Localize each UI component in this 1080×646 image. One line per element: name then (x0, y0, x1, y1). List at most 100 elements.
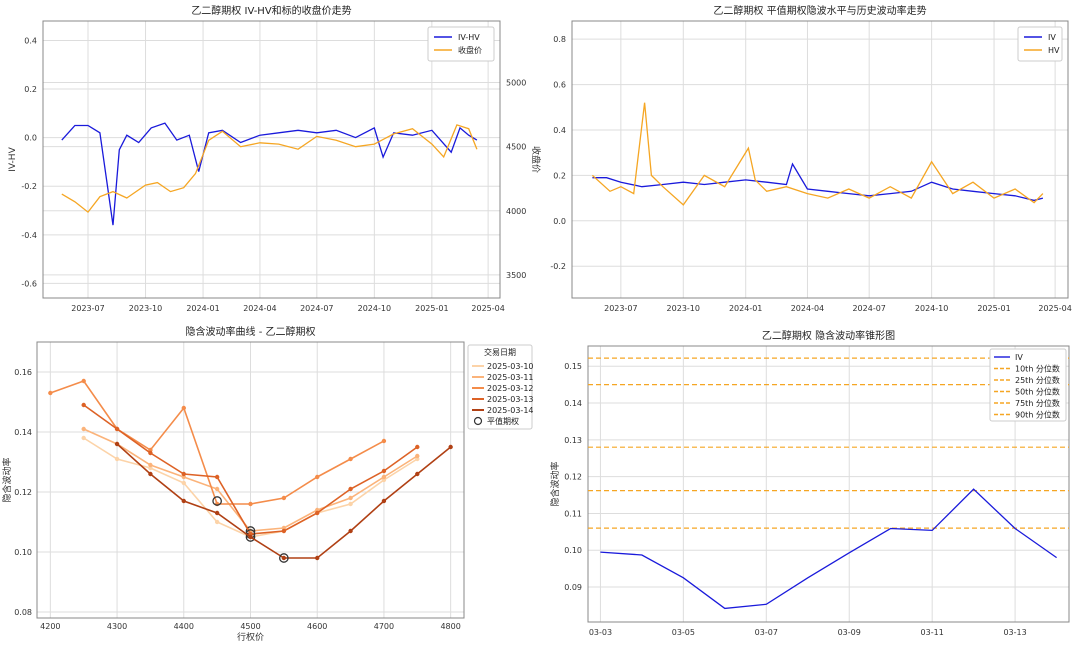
plot-frame (571, 20, 1069, 299)
smile-point (381, 438, 387, 444)
legend-label: 2025-03-12 (487, 384, 534, 393)
y-tick-label: 0.4 (24, 36, 37, 45)
legend-box (1017, 26, 1063, 62)
legend-atm-marker (473, 416, 483, 426)
x-tick-label: 2023-10 (667, 304, 700, 313)
smile-point (415, 453, 420, 459)
x-tick-label: 03-13 (1003, 628, 1026, 637)
smile-point (448, 444, 453, 450)
smile-point (81, 426, 86, 432)
y2-tick-label: 5000 (506, 79, 526, 88)
y-tick-label: 0.14 (14, 428, 32, 437)
chart-title: 乙二醇期权 隐含波动率锥形图 (762, 329, 895, 342)
legend-title: 交易日期 (484, 347, 516, 357)
smile-point (214, 474, 220, 480)
x-tick-label: 4500 (240, 622, 260, 631)
smile-point (214, 519, 220, 525)
x-tick-label: 03-05 (672, 628, 695, 637)
y-tick-label: 0.12 (564, 473, 582, 482)
legend-label: IV (1048, 33, 1056, 42)
smile-point (81, 402, 86, 408)
y-tick-label: -0.2 (550, 262, 566, 271)
y-tick-label: 0.08 (14, 608, 32, 617)
y-tick-label: 0.15 (564, 362, 582, 371)
y-tick-label: 0.09 (564, 583, 582, 592)
x-tick-label: 2023-07 (71, 304, 104, 313)
legend-label: HV (1048, 46, 1060, 55)
x-tick-label: 4200 (40, 622, 60, 631)
x-tick-label: 03-07 (755, 628, 778, 637)
legend-box (427, 26, 495, 62)
legend-label: 25th 分位数 (1015, 375, 1060, 385)
smile-point (281, 528, 287, 534)
y-tick-label: -0.6 (21, 279, 37, 288)
plot-frame (587, 345, 1070, 623)
legend-label: 90th 分位数 (1015, 410, 1060, 420)
legend-label: 2025-03-10 (487, 362, 534, 371)
y-tick-label: 0.6 (553, 81, 566, 90)
iv-hv-close-chart: 乙二醇期权 IV-HV和标的收盘价走势 2023-07 2023-10 2024-01… (8, 4, 542, 313)
atm-marker (279, 553, 289, 563)
y-tick-label: 0.8 (553, 35, 566, 44)
smile-point (148, 471, 153, 477)
y-tick-label: -0.4 (21, 231, 37, 240)
smile-point (214, 486, 220, 492)
y2-tick-label: 4500 (506, 143, 526, 152)
smile-point (181, 480, 186, 486)
smile-point (348, 456, 353, 462)
legend-label: 2025-03-11 (487, 373, 534, 382)
x-tick-label: 2023-10 (129, 304, 162, 313)
legend-label: IV (1015, 353, 1023, 362)
iv-line (600, 488, 1057, 610)
x-tick-label: 2024-07 (300, 304, 333, 313)
smile-point (348, 486, 353, 492)
x-tick-label: 2025-01 (977, 304, 1010, 313)
y-tick-label: 0.2 (24, 85, 37, 94)
legend-atm-label: 平值期权 (487, 416, 519, 426)
x-tick-label: 4700 (374, 622, 394, 631)
smile-point (315, 474, 320, 480)
series-line-IV-HV (61, 122, 478, 226)
chart-title: 乙二醇期权 IV-HV和标的收盘价走势 (191, 4, 351, 17)
smile-point (281, 555, 287, 561)
y-tick-label: 0.2 (553, 171, 566, 180)
x-tick-label: 03-09 (838, 628, 861, 637)
x-tick-label: 2024-01 (186, 304, 219, 313)
smile-point (148, 450, 153, 456)
y-tick-label: 0.16 (14, 368, 32, 377)
x-tick-label: 2024-04 (243, 304, 276, 313)
y-tick-label: -0.2 (21, 182, 37, 191)
iv-smile-chart: 隐含波动率曲线 - 乙二醇期权 4200 4300 4400 4500 4600 4700 4… (1, 325, 534, 643)
x-tick-label: 2025-04 (471, 304, 504, 313)
legend-label: 收盘价 (458, 45, 482, 55)
y-tick-label: 0.11 (564, 509, 582, 518)
smile-point (48, 390, 53, 396)
y-tick-label: 0.14 (564, 399, 582, 408)
x-tick-label: 2024-10 (915, 304, 948, 313)
smile-point (181, 471, 186, 477)
iv-cone-chart: 乙二醇期权 隐含波动率锥形图 03-03 03-05 03-07 03-09 03-11 0… (549, 329, 1070, 637)
smile-point (381, 468, 387, 474)
atm-iv-hv-chart: 乙二醇期权 平值期权隐波水平与历史波动率走势 2023-07 2023-10 2024… (550, 4, 1071, 313)
y-tick-label: 0.13 (564, 436, 582, 445)
smile-point (81, 378, 86, 384)
x-tick-label: 4400 (174, 622, 194, 631)
smile-point (248, 501, 253, 507)
smile-point (281, 495, 287, 501)
y-tick-label: 0.10 (14, 548, 32, 557)
smile-point (348, 528, 353, 534)
smile-point (315, 510, 320, 516)
x-tick-label: 4300 (107, 622, 127, 631)
smile-point (214, 510, 220, 516)
y-tick-label: 0.0 (553, 217, 566, 226)
x-tick-label: 4800 (440, 622, 460, 631)
legend-label: 50th 分位数 (1015, 387, 1060, 397)
x-tick-label: 2024-01 (729, 304, 762, 313)
y2-axis-label: 收盘价 (530, 146, 542, 173)
y-tick-label: 0.4 (553, 126, 566, 135)
y-axis-label: 隐含波动率 (1, 457, 13, 502)
smile-point (114, 441, 120, 447)
legend-label: 10th 分位数 (1015, 364, 1060, 374)
series-line-收盘价 (61, 124, 478, 214)
